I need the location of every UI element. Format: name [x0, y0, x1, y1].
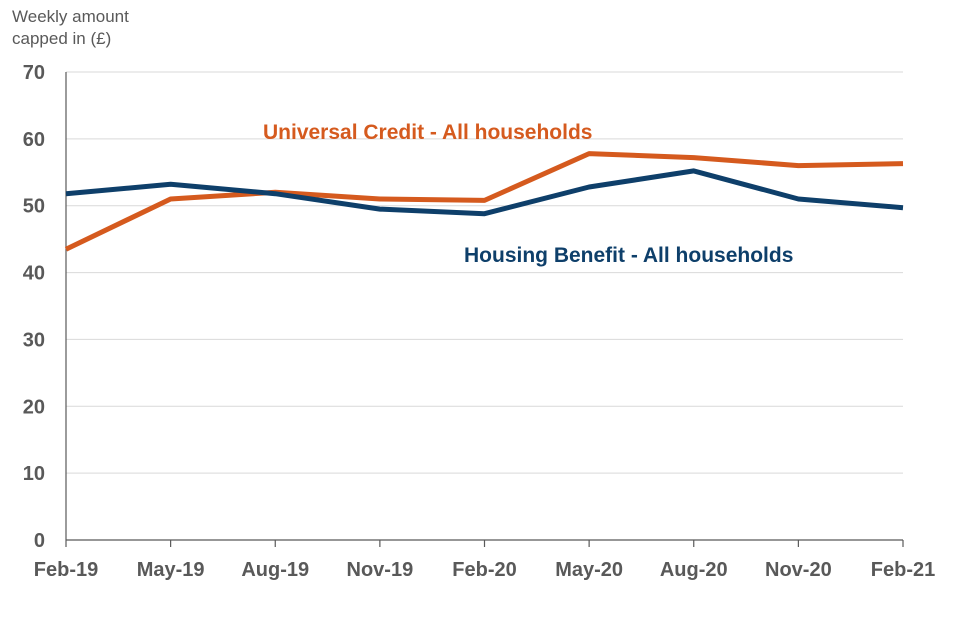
y-axis-label: Weekly amount capped in (£) — [12, 7, 129, 48]
series-line-universal-credit — [64, 151, 904, 252]
x-tick-label-Feb-20: Feb-20 — [452, 559, 516, 581]
x-tick-label-Nov-19: Nov-19 — [347, 559, 414, 581]
y-tick-label-20: 20 — [23, 396, 45, 418]
x-tick-label-May-19: May-19 — [137, 559, 205, 581]
x-tick-label-Nov-20: Nov-20 — [765, 559, 832, 581]
axes — [65, 72, 904, 547]
y-tick-label-70: 70 — [23, 62, 45, 84]
series-labels: Universal Credit - All households Housin… — [263, 121, 793, 267]
x-tick-label-May-20: May-20 — [555, 559, 623, 581]
x-tick-label-Feb-21: Feb-21 — [871, 559, 935, 581]
y-tick-label-50: 50 — [23, 196, 45, 218]
series-label-universal-credit: Universal Credit - All households — [263, 121, 592, 144]
y-tick-label-10: 10 — [23, 463, 45, 485]
y-tick-label-60: 60 — [23, 129, 45, 151]
y-tick-labels: 0 10 20 30 40 50 60 70 — [23, 62, 45, 552]
x-tick-labels: Feb-19 May-19 Aug-19 Nov-19 Feb-20 May-20 Aug-… — [34, 559, 935, 581]
x-tick-label-Feb-19: Feb-19 — [34, 559, 98, 581]
x-tick-label-Aug-20: Aug-20 — [660, 559, 728, 581]
y-tick-label-0: 0 — [34, 530, 45, 552]
x-tick-label-Aug-19: Aug-19 — [241, 559, 309, 581]
series-label-housing-benefit: Housing Benefit - All households — [464, 244, 793, 267]
gridlines — [66, 71, 903, 474]
series-line-housing-benefit — [65, 168, 904, 217]
y-tick-label-30: 30 — [23, 329, 45, 351]
y-tick-label-40: 40 — [23, 263, 45, 285]
series-lines — [64, 151, 904, 252]
